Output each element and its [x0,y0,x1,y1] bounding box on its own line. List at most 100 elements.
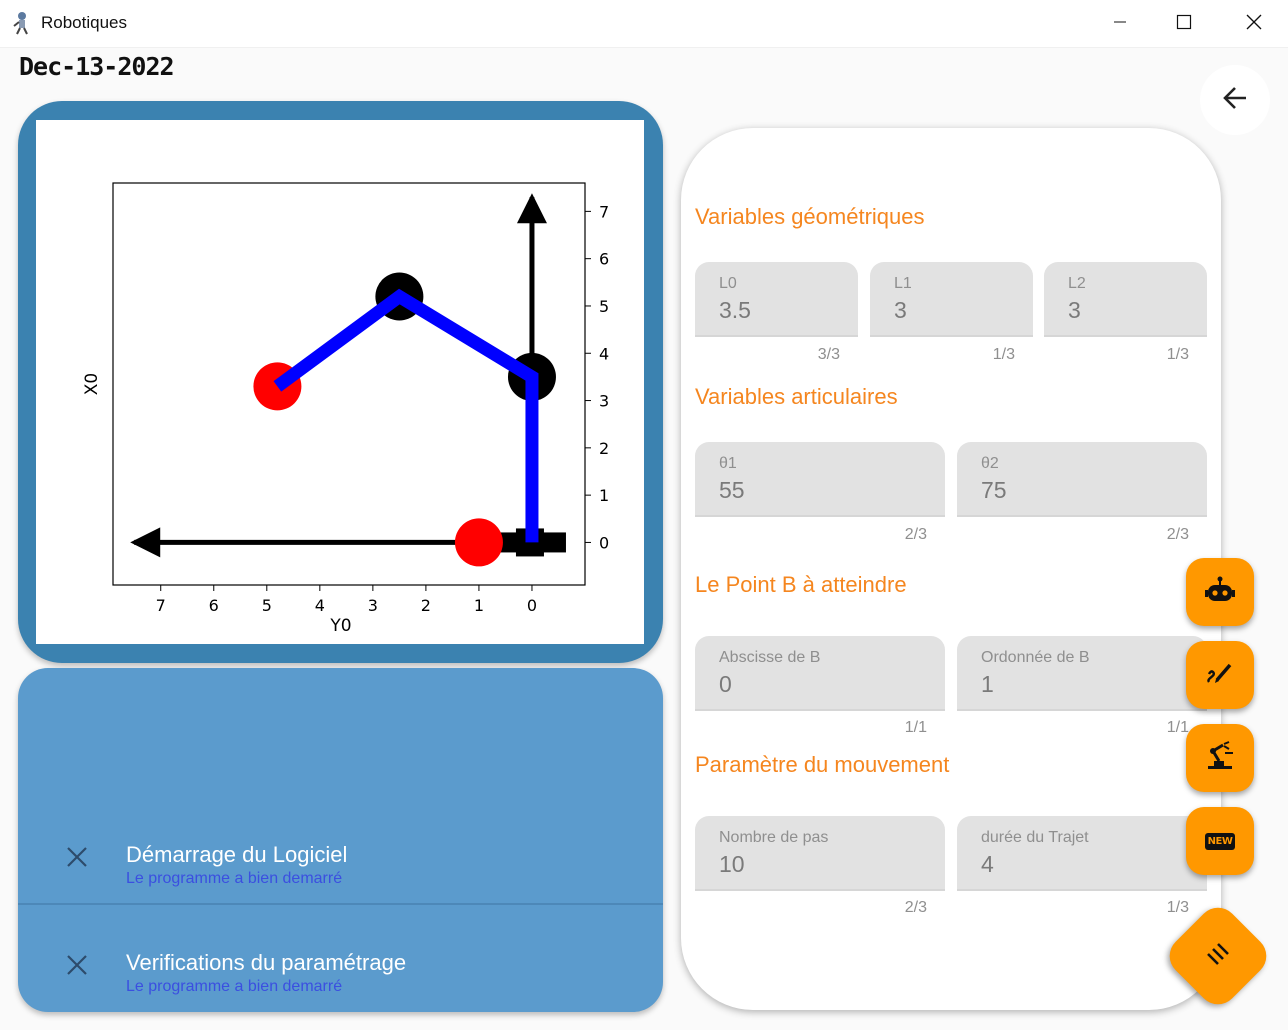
y-tick-label: 7 [599,202,609,221]
field-abscissa-b[interactable]: Abscisse de B 0 [695,636,945,711]
draw-icon [1203,656,1237,694]
field-ordinate-b[interactable]: Ordonnée de B 1 [957,636,1207,711]
field-label: θ2 [981,455,999,472]
field-value: 1 [981,671,994,697]
field-value: 10 [719,851,745,877]
field-counter: 1/1 [1166,719,1189,736]
field-value: 4 [981,851,994,877]
y-tick-label: 0 [599,533,609,552]
field-label: θ1 [719,455,737,472]
x-tick-label: 0 [527,596,537,615]
robot-fab-button[interactable] [1186,558,1254,626]
close-window-button[interactable] [1219,0,1288,47]
log-item[interactable]: Verifications du paramétrage Le programm… [18,922,663,1012]
y-axis-label: X0 [82,373,102,395]
field-l1[interactable]: L1 3 [870,262,1033,337]
title-bar: Robotiques [0,0,1288,48]
field-l0[interactable]: L0 3.5 [695,262,858,337]
maximize-icon [1176,14,1192,34]
field-label: Ordonnée de B [981,649,1090,666]
robot-arm-icon [1203,739,1237,777]
field-value: 0 [719,671,732,697]
menu-icon [1201,937,1235,975]
y-tick-label: 1 [599,486,609,505]
x-tick-label: 1 [474,596,484,615]
speed-dial-main-icon-wrap[interactable] [1178,916,1258,996]
robot-arm-fab-button[interactable] [1186,724,1254,792]
field-counter: 1/1 [904,719,927,736]
robot-icon [1203,573,1237,611]
log-item-subtitle: Le programme a bien demarré [126,978,343,995]
dismiss-log-button[interactable] [62,952,92,982]
y-tick-label: 5 [599,297,609,316]
field-label: L2 [1068,275,1086,292]
plot-svg: 7 6 5 4 3 2 1 0 0 1 2 3 4 5 6 7 Y0 X0 [82,182,609,636]
x-tick-label: 5 [262,596,272,615]
field-value: 75 [981,477,1007,503]
arm-link-line [273,288,539,543]
new-fab-button[interactable]: NEW [1186,807,1254,875]
log-item[interactable]: Démarrage du Logiciel Le programme a bie… [18,814,663,922]
minimize-button[interactable] [1085,0,1155,47]
field-value: 3 [894,297,907,323]
field-value: 3 [1068,297,1081,323]
robot-arm-plot: 7 6 5 4 3 2 1 0 0 1 2 3 4 5 6 7 Y0 X0 [36,120,644,644]
y-tick-label: 2 [599,439,609,458]
x-tick-label: 2 [421,596,431,615]
plot-frame [112,182,586,586]
minimize-icon [1113,14,1127,33]
window-title: Robotiques [41,13,128,32]
field-counter: 1/3 [992,346,1015,363]
x-tick-label: 3 [368,596,378,615]
x-axis-label: Y0 [329,616,351,636]
target-point [454,518,503,567]
x-tick-label: 4 [315,596,325,615]
field-counter: 2/3 [1166,526,1189,543]
robot-app-icon [12,11,32,35]
field-trajectory-duration[interactable]: durée du Trajet 4 [957,816,1207,891]
section-title-geometric: Variables géométriques [695,204,925,229]
field-label: L0 [719,275,737,292]
back-button[interactable] [1200,65,1270,135]
field-l2[interactable]: L2 3 [1044,262,1207,337]
section-title-point-b: Le Point B à atteindre [695,572,907,597]
section-title-articular: Variables articulaires [695,384,898,409]
draw-fab-button[interactable] [1186,641,1254,709]
field-counter: 2/3 [904,899,927,916]
field-label: Nombre de pas [719,829,829,846]
field-counter: 2/3 [904,526,927,543]
close-icon [65,845,89,873]
field-value: 55 [719,477,745,503]
plot-card: 7 6 5 4 3 2 1 0 0 1 2 3 4 5 6 7 Y0 X0 [18,101,663,663]
field-step-count[interactable]: Nombre de pas 10 [695,816,945,891]
field-label: durée du Trajet [981,829,1089,846]
x-tick-label: 6 [209,596,219,615]
axis-arrow-head [130,527,161,558]
y-tick-label: 6 [599,250,609,269]
log-item-title: Démarrage du Logiciel [126,842,348,867]
field-label: L1 [894,275,912,292]
section-title-movement: Paramètre du mouvement [695,752,950,777]
y-tick-label: 4 [599,344,609,363]
log-item-subtitle: Le programme a bien demarré [126,870,343,887]
log-divider [18,903,663,905]
maximize-button[interactable] [1149,0,1219,47]
y-tick-label: 3 [599,392,609,411]
dismiss-log-button[interactable] [62,844,92,874]
log-card: Démarrage du Logiciel Le programme a bie… [18,668,663,1012]
date-label: Dec-13-2022 [19,52,175,81]
field-counter: 1/3 [1166,899,1189,916]
field-label: Abscisse de B [719,649,821,666]
field-value: 3.5 [719,297,751,323]
close-icon [1246,14,1262,34]
field-counter: 1/3 [1166,346,1189,363]
arrow-left-icon [1221,84,1249,116]
field-theta1[interactable]: θ1 55 [695,442,945,517]
axis-arrow-head [516,193,547,224]
new-box-icon: NEW [1204,832,1236,850]
close-icon [65,953,89,981]
field-counter: 3/3 [817,346,840,363]
field-theta2[interactable]: θ2 75 [957,442,1207,517]
x-tick-label: 7 [156,596,166,615]
log-item-title: Verifications du paramétrage [126,950,407,975]
